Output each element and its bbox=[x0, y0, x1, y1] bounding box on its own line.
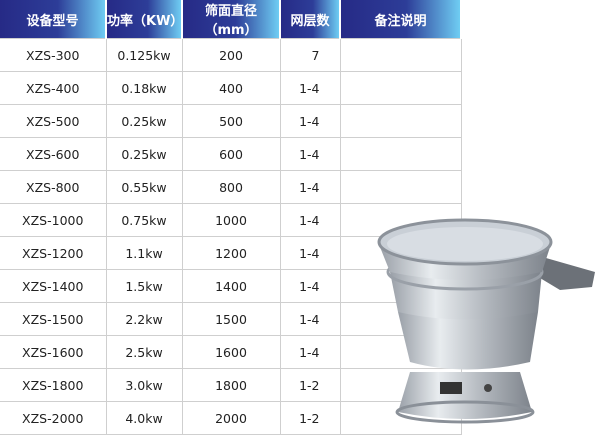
cell-model: XZS-400 bbox=[0, 71, 107, 105]
cell-layers: 7 bbox=[279, 38, 341, 72]
cell-diameter: 1000 bbox=[181, 203, 281, 237]
cell-model: XZS-1400 bbox=[0, 269, 107, 303]
table-row: XZS-1800 3.0kw 1800 1-2 bbox=[0, 368, 462, 402]
cell-layers: 1-4 bbox=[279, 335, 341, 369]
cell-power: 0.18kw bbox=[105, 71, 183, 105]
cell-diameter: 1500 bbox=[181, 302, 281, 336]
header-layers: 网层数 bbox=[280, 0, 341, 39]
cell-diameter: 1600 bbox=[181, 335, 281, 369]
header-diameter: 筛面直径（mm） bbox=[182, 0, 281, 39]
cell-model: XZS-1500 bbox=[0, 302, 107, 336]
cell-power: 1.1kw bbox=[105, 236, 183, 270]
cell-diameter: 200 bbox=[181, 38, 281, 72]
table-row: XZS-600 0.25kw 600 1-4 bbox=[0, 137, 462, 171]
cell-power: 0.125kw bbox=[105, 38, 183, 72]
cell-notes bbox=[339, 104, 462, 138]
cell-model: XZS-1000 bbox=[0, 203, 107, 237]
header-row: 设备型号 功率（KW） 筛面直径（mm） 网层数 备注说明 bbox=[0, 0, 462, 39]
cell-diameter: 600 bbox=[181, 137, 281, 171]
cell-power: 0.75kw bbox=[105, 203, 183, 237]
cell-diameter: 400 bbox=[181, 71, 281, 105]
spec-table: 设备型号 功率（KW） 筛面直径（mm） 网层数 备注说明 XZS-300 0.1… bbox=[0, 0, 462, 435]
table-row: XZS-1400 1.5kw 1400 1-4 bbox=[0, 269, 462, 303]
cell-power: 2.2kw bbox=[105, 302, 183, 336]
cell-diameter: 800 bbox=[181, 170, 281, 204]
cell-power: 2.5kw bbox=[105, 335, 183, 369]
vibrating-sieve-image bbox=[377, 218, 595, 424]
cell-layers: 1-4 bbox=[279, 104, 341, 138]
table-row: XZS-1500 2.2kw 1500 1-4 bbox=[0, 302, 462, 336]
header-power: 功率（KW） bbox=[106, 0, 183, 39]
cell-diameter: 1800 bbox=[181, 368, 281, 402]
cell-notes bbox=[339, 170, 462, 204]
cell-layers: 1-4 bbox=[279, 170, 341, 204]
table-row: XZS-400 0.18kw 400 1-4 bbox=[0, 71, 462, 105]
header-notes: 备注说明 bbox=[340, 0, 462, 39]
header-model: 设备型号 bbox=[0, 0, 107, 39]
cell-model: XZS-1600 bbox=[0, 335, 107, 369]
cell-layers: 1-4 bbox=[279, 71, 341, 105]
cell-layers: 1-4 bbox=[279, 203, 341, 237]
cell-power: 0.55kw bbox=[105, 170, 183, 204]
cell-power: 0.25kw bbox=[105, 137, 183, 171]
table-row: XZS-800 0.55kw 800 1-4 bbox=[0, 170, 462, 204]
cell-model: XZS-1800 bbox=[0, 368, 107, 402]
cell-power: 3.0kw bbox=[105, 368, 183, 402]
cell-model: XZS-300 bbox=[0, 38, 107, 72]
cell-model: XZS-600 bbox=[0, 137, 107, 171]
cell-diameter: 500 bbox=[181, 104, 281, 138]
cell-layers: 1-4 bbox=[279, 137, 341, 171]
table-row: XZS-500 0.25kw 500 1-4 bbox=[0, 104, 462, 138]
cell-power: 1.5kw bbox=[105, 269, 183, 303]
cell-layers: 1-4 bbox=[279, 236, 341, 270]
cell-layers: 1-2 bbox=[279, 368, 341, 402]
table-row: XZS-300 0.125kw 200 7 bbox=[0, 38, 462, 72]
cell-model: XZS-1200 bbox=[0, 236, 107, 270]
cell-layers: 1-2 bbox=[279, 401, 341, 435]
cell-layers: 1-4 bbox=[279, 269, 341, 303]
cell-power: 0.25kw bbox=[105, 104, 183, 138]
cell-notes bbox=[339, 137, 462, 171]
cell-model: XZS-800 bbox=[0, 170, 107, 204]
cell-diameter: 1200 bbox=[181, 236, 281, 270]
cell-notes bbox=[339, 71, 462, 105]
cell-power: 4.0kw bbox=[105, 401, 183, 435]
cell-diameter: 1400 bbox=[181, 269, 281, 303]
cell-model: XZS-500 bbox=[0, 104, 107, 138]
cell-model: XZS-2000 bbox=[0, 401, 107, 435]
cell-notes bbox=[339, 38, 462, 72]
cell-layers: 1-4 bbox=[279, 302, 341, 336]
cell-diameter: 2000 bbox=[181, 401, 281, 435]
